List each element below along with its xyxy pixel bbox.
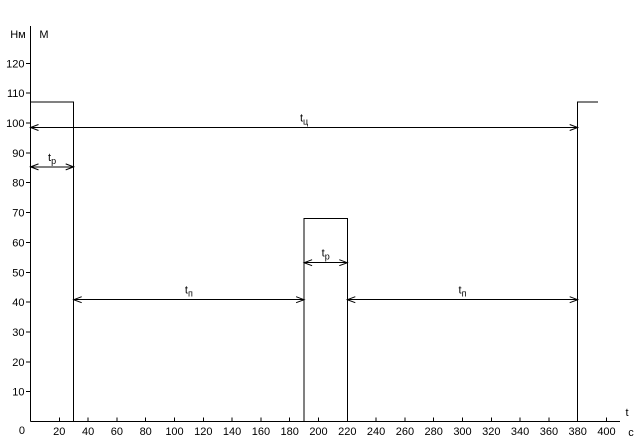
origin-label: 0 xyxy=(19,425,25,437)
dimension-label-pause-time-2: tп xyxy=(459,285,467,299)
y-axis-name: М xyxy=(39,29,48,41)
x-tick-label: 100 xyxy=(165,426,183,438)
y-tick-label: 20 xyxy=(12,357,24,369)
y-tick-label: 30 xyxy=(12,327,24,339)
pulse-outline xyxy=(30,101,75,422)
dimension-label-cycle-time: tц xyxy=(300,113,308,127)
dimension-label-work-time-2: tр xyxy=(322,248,330,262)
dimension-arrowhead-right xyxy=(569,124,580,131)
x-tick-label: 20 xyxy=(53,426,65,438)
x-tick-label: 380 xyxy=(569,426,587,438)
dimension-arrowhead-left xyxy=(72,296,82,304)
y-tick-label: 120 xyxy=(6,58,24,70)
dimension-arrowhead-right xyxy=(569,296,580,304)
dimension-label-work-time-1: tр xyxy=(48,152,56,166)
x-unit-label: с xyxy=(628,427,634,439)
pulse-outline xyxy=(303,218,348,422)
x-tick-label: 180 xyxy=(281,426,299,438)
y-tick-label: 70 xyxy=(12,208,24,220)
x-tick-label: 240 xyxy=(367,426,385,438)
x-tick-label: 160 xyxy=(252,426,270,438)
y-tick-label: 40 xyxy=(12,297,24,309)
x-tick-label: 60 xyxy=(111,426,123,438)
x-tick-label: 340 xyxy=(511,426,529,438)
y-unit-label: Нм xyxy=(10,29,26,41)
y-tick-label: 100 xyxy=(6,118,24,130)
x-tick-label: 140 xyxy=(223,426,241,438)
dimension-arrowhead-right xyxy=(339,259,349,267)
x-tick-label: 40 xyxy=(82,426,94,438)
y-tick-label: 60 xyxy=(12,237,24,249)
dimension-arrowhead-left xyxy=(345,296,356,304)
pulse-outline xyxy=(577,101,598,422)
x-tick-label: 200 xyxy=(309,426,327,438)
x-tick-label: 260 xyxy=(396,426,414,438)
dimension-arrowhead-left xyxy=(29,124,39,131)
y-tick-label: 80 xyxy=(12,178,24,190)
x-tick-label: 400 xyxy=(597,426,615,438)
x-tick-label: 280 xyxy=(425,426,443,438)
x-tick-label: 80 xyxy=(140,426,152,438)
dimension-arrowhead-right xyxy=(65,163,76,171)
x-axis-name: t xyxy=(625,407,628,419)
x-tick-label: 320 xyxy=(482,426,500,438)
dimension-arrowhead-left xyxy=(29,163,39,171)
dimension-arrowhead-right xyxy=(295,296,306,304)
y-tick-label: 50 xyxy=(12,267,24,279)
generated-plot-elements: 10 20 30 40 50 60 70 80 90 100 110 120 20 40 60 80 100 12… xyxy=(6,26,620,438)
dimension-arrowhead-left xyxy=(302,259,313,267)
y-tick-label: 10 xyxy=(12,387,24,399)
x-tick-label: 300 xyxy=(453,426,471,438)
x-tick-label: 120 xyxy=(194,426,212,438)
y-tick-label: 90 xyxy=(12,148,24,160)
y-tick-label: 110 xyxy=(7,88,25,100)
x-tick-label: 360 xyxy=(540,426,558,438)
x-tick-label: 220 xyxy=(338,426,356,438)
dimension-label-pause-time-1: tп xyxy=(185,285,193,299)
